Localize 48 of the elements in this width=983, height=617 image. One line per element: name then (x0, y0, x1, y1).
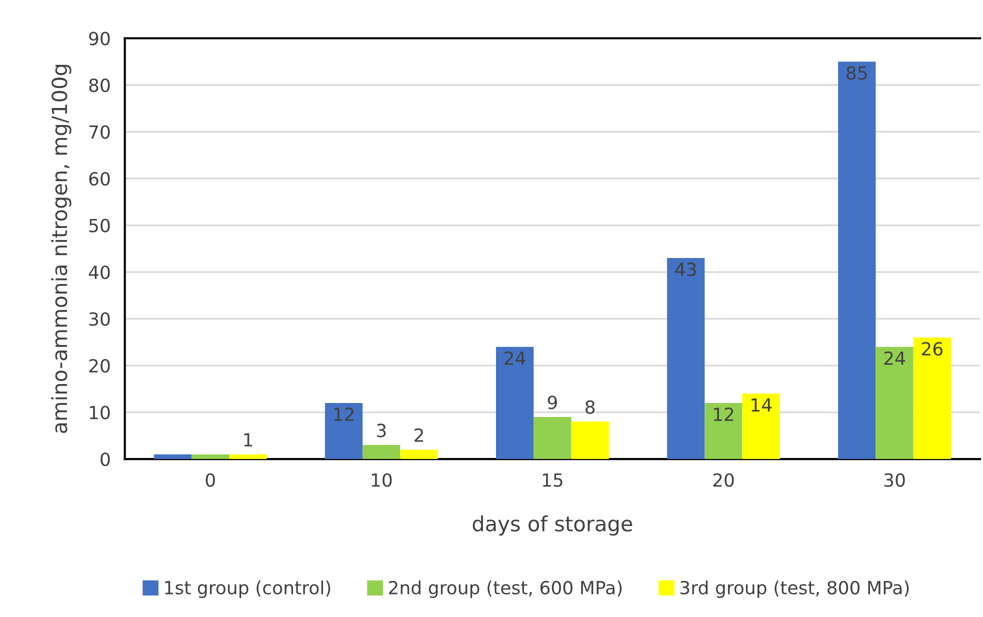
data-label: 8 (586, 400, 595, 414)
x-axis-title: days of storage (472, 515, 632, 536)
y-tick-label: 50 (89, 218, 110, 232)
x-tick-label: 20 (713, 473, 734, 487)
y-tick-label: 30 (89, 312, 110, 326)
x-tick-label: 0 (206, 473, 215, 487)
bar (704, 402, 742, 460)
bar (742, 394, 780, 460)
y-tick-label: 80 (89, 78, 110, 92)
x-tick-label: 10 (372, 473, 392, 487)
y-tick-label: 60 (89, 172, 110, 186)
bar (154, 454, 192, 460)
data-label: 1 (244, 433, 252, 446)
y-tick-label: 40 (88, 265, 110, 280)
bar (838, 62, 876, 460)
data-label: 9 (548, 396, 557, 410)
data-label: 3 (377, 424, 386, 438)
bar (534, 416, 572, 460)
data-label: 2 (414, 428, 423, 442)
bar (362, 445, 400, 460)
data-label: 24 (884, 351, 906, 365)
legend-label: 3rd group (test, 800 MPa) (680, 580, 909, 598)
y-tick-label: 70 (89, 125, 110, 139)
data-label: 43 (675, 262, 696, 276)
legend-label: 1st group (control) (165, 580, 330, 598)
data-label: 85 (846, 66, 867, 80)
bar (571, 422, 609, 460)
y-tick-label: 0 (100, 452, 110, 466)
data-label: 24 (504, 351, 526, 365)
bar (192, 454, 230, 460)
legend-label: 2nd group (test, 600 MPa) (389, 580, 622, 598)
bar (667, 258, 705, 460)
data-label: 26 (922, 342, 943, 356)
bar (229, 454, 267, 460)
bar (876, 346, 914, 460)
bar (324, 402, 363, 460)
bar (400, 450, 438, 460)
y-tick-label: 90 (89, 32, 110, 46)
bar (496, 346, 534, 460)
data-label: 14 (752, 398, 772, 412)
y-tick-label: 20 (89, 358, 110, 373)
y-axis-title: amino-ammonia nitrogen, mg/100g (51, 64, 72, 434)
y-tick-label: 10 (90, 406, 110, 420)
x-tick-label: 30 (884, 473, 905, 487)
x-tick-label: 15 (542, 473, 562, 487)
data-label: 12 (334, 407, 354, 421)
data-label: 12 (714, 407, 734, 421)
bar (913, 337, 951, 460)
